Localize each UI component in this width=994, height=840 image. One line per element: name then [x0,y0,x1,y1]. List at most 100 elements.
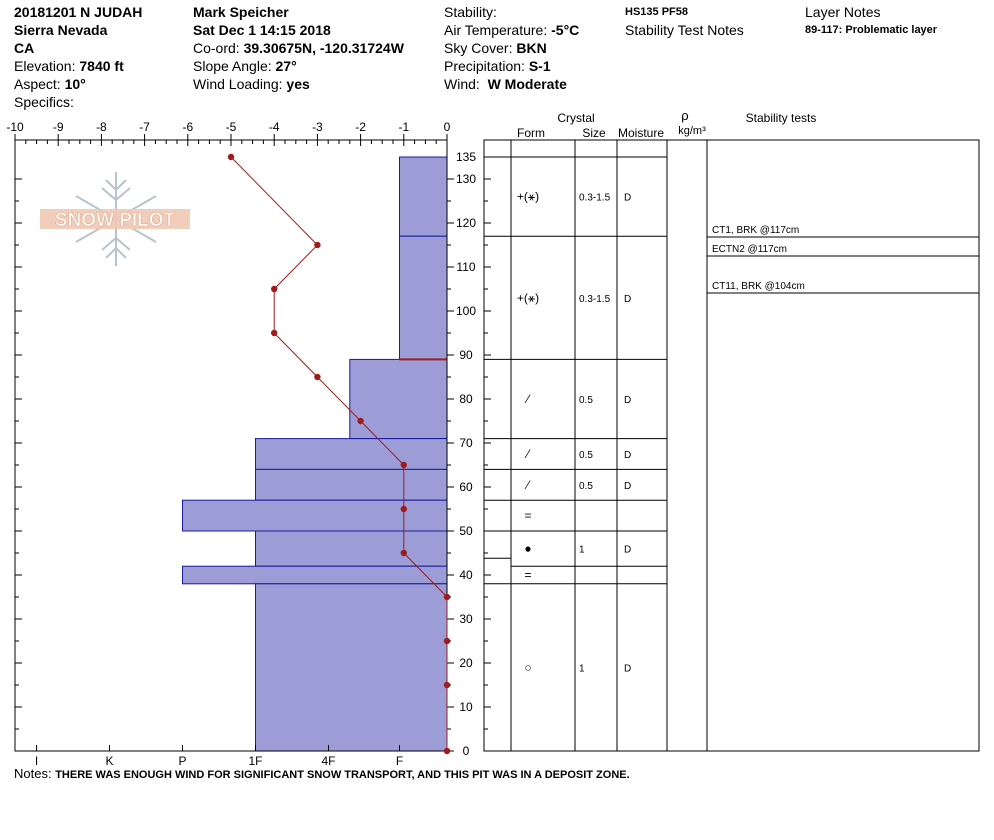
notes-label: Notes: [14,766,52,781]
stability-test-notes-label: Stability Test Notes [625,22,744,38]
stability-test: ECTN2 @117cm [712,244,787,255]
grain-size: 1 [579,545,585,556]
pit-title: 20181201 N JUDAH [14,4,143,20]
depth-tick-label: 100 [456,304,476,318]
temperature-point [400,505,407,513]
layer-note: 89-117: Problematic layer [805,24,938,36]
moisture: D [624,294,631,305]
depth-tick-label: 120 [456,216,476,230]
depth-tick-label: 130 [456,172,476,186]
elevation: Elevation: 7840 ft [14,58,124,74]
temp-tick-label: -3 [312,120,323,134]
temp-tick-label: -5 [226,120,237,134]
hardness-label: K [105,754,113,765]
depth-tick-label: 10 [459,700,473,714]
depth-tick-label: 0 [463,744,470,758]
grain-size: 1 [579,663,585,674]
hardness-label: 4F [321,754,335,765]
col-header-stability-tests: Stability tests [746,111,817,125]
sky-cover: Sky Cover: BKN [444,40,547,56]
moisture: D [624,481,631,492]
notes-text: THERE WAS ENOUGH WIND FOR SIGNIFICANT SN… [55,769,630,781]
header-col-4: HS135 PF58 Stability Test Notes [625,3,744,39]
grain-form-symbol: ⁄ [524,447,531,461]
temperature-point [271,285,278,293]
logo-text: SNOW PILOT [55,210,176,231]
wind: Wind: W Moderate [444,76,567,92]
air-temperature: Air Temperature: -5°C [444,22,580,38]
grain-form-symbol: ○ [524,660,531,674]
state: CA [14,40,35,56]
hardness-bar [182,565,448,585]
depth-tick-label: 60 [459,480,473,494]
col-header-form: Form [517,126,545,140]
hardness-label: 1F [248,754,262,765]
hardness-label: P [178,754,186,765]
grain-size: 0.3-1.5 [579,294,611,305]
header-col-3: Stability: Air Temperature: -5°C Sky Cov… [444,3,579,93]
grain-form-symbol: ● [524,542,531,556]
depth-tick-label: 90 [459,348,473,362]
temp-tick-label: -8 [96,120,107,134]
stability: Stability: [444,4,497,20]
grain-form-symbol: = [524,509,531,523]
depth-tick-label: 50 [459,524,473,538]
temp-tick-label: -1 [398,120,409,134]
moisture: D [624,450,631,461]
grain-form-symbol: = [524,568,531,582]
header-col-2: Mark Speicher Sat Dec 1 14:15 2018 Co-or… [193,3,404,93]
temperature-point [271,329,278,337]
snow-pilot-logo: SNOW PILOT [40,172,190,266]
temperature-point [443,593,451,601]
precipitation: Precipitation: S-1 [444,58,551,74]
depth-tick-label: 70 [459,436,473,450]
hardness-bar [255,583,448,752]
moisture: D [624,663,631,674]
stability-test: CT1, BRK @117cm [712,225,799,236]
moisture: D [624,193,631,204]
hardness-bar [349,358,448,440]
header-col-1: 20181201 N JUDAH Sierra Nevada CA Elevat… [14,3,142,111]
moisture: D [624,395,631,406]
temperature-point [314,241,321,249]
coordinates: Co-ord: 39.30675N, -120.31724W [193,40,404,56]
col-header-size: Size [582,126,606,140]
hardness-bar [255,530,448,567]
temp-tick-label: -7 [139,120,150,134]
temp-tick-label: -6 [182,120,193,134]
depth-tick-label: 135 [456,150,476,164]
depth-tick-label: 30 [459,612,473,626]
hardness-bar [255,468,448,501]
hardness-bar [399,156,448,237]
temp-tick-label: 0 [444,120,451,134]
col-header-density-unit: kg/m³ [678,125,706,137]
notes: Notes: THERE WAS ENOUGH WIND FOR SIGNIFI… [14,766,630,781]
aspect: Aspect: 10° [14,76,86,92]
hs-pf: HS135 PF58 [625,6,688,18]
temp-tick-label: -10 [6,120,24,134]
grain-size: 0.3-1.5 [579,193,611,204]
grain-form-symbol: +(⚹) [517,291,539,305]
grain-size: 0.5 [579,395,593,406]
col-header-moisture: Moisture [618,126,664,140]
mountain-range: Sierra Nevada [14,22,108,38]
grain-form-symbol: +(⚹) [517,190,539,204]
grain-form-symbol: ⁄ [524,478,531,492]
temperature-point [227,153,235,161]
hardness-label: I [35,754,38,765]
slope-angle: Slope Angle: 27° [193,58,297,74]
temperature-point [443,637,451,645]
datetime: Sat Dec 1 14:15 2018 [193,22,331,38]
hardness-bar [182,499,448,532]
temperature-point [443,747,451,755]
temperature-point [357,417,364,425]
col-header-crystal: Crystal [557,111,594,125]
temperature-point [400,549,407,557]
temperature-point [443,681,451,689]
depth-tick-label: 80 [459,392,473,406]
layer-table-frame [483,139,980,752]
stability-test: CT11, BRK @104cm [712,281,805,292]
layer-notes-label: Layer Notes [805,4,881,20]
hardness-bar [255,438,448,470]
depth-tick-label: 110 [456,260,475,274]
